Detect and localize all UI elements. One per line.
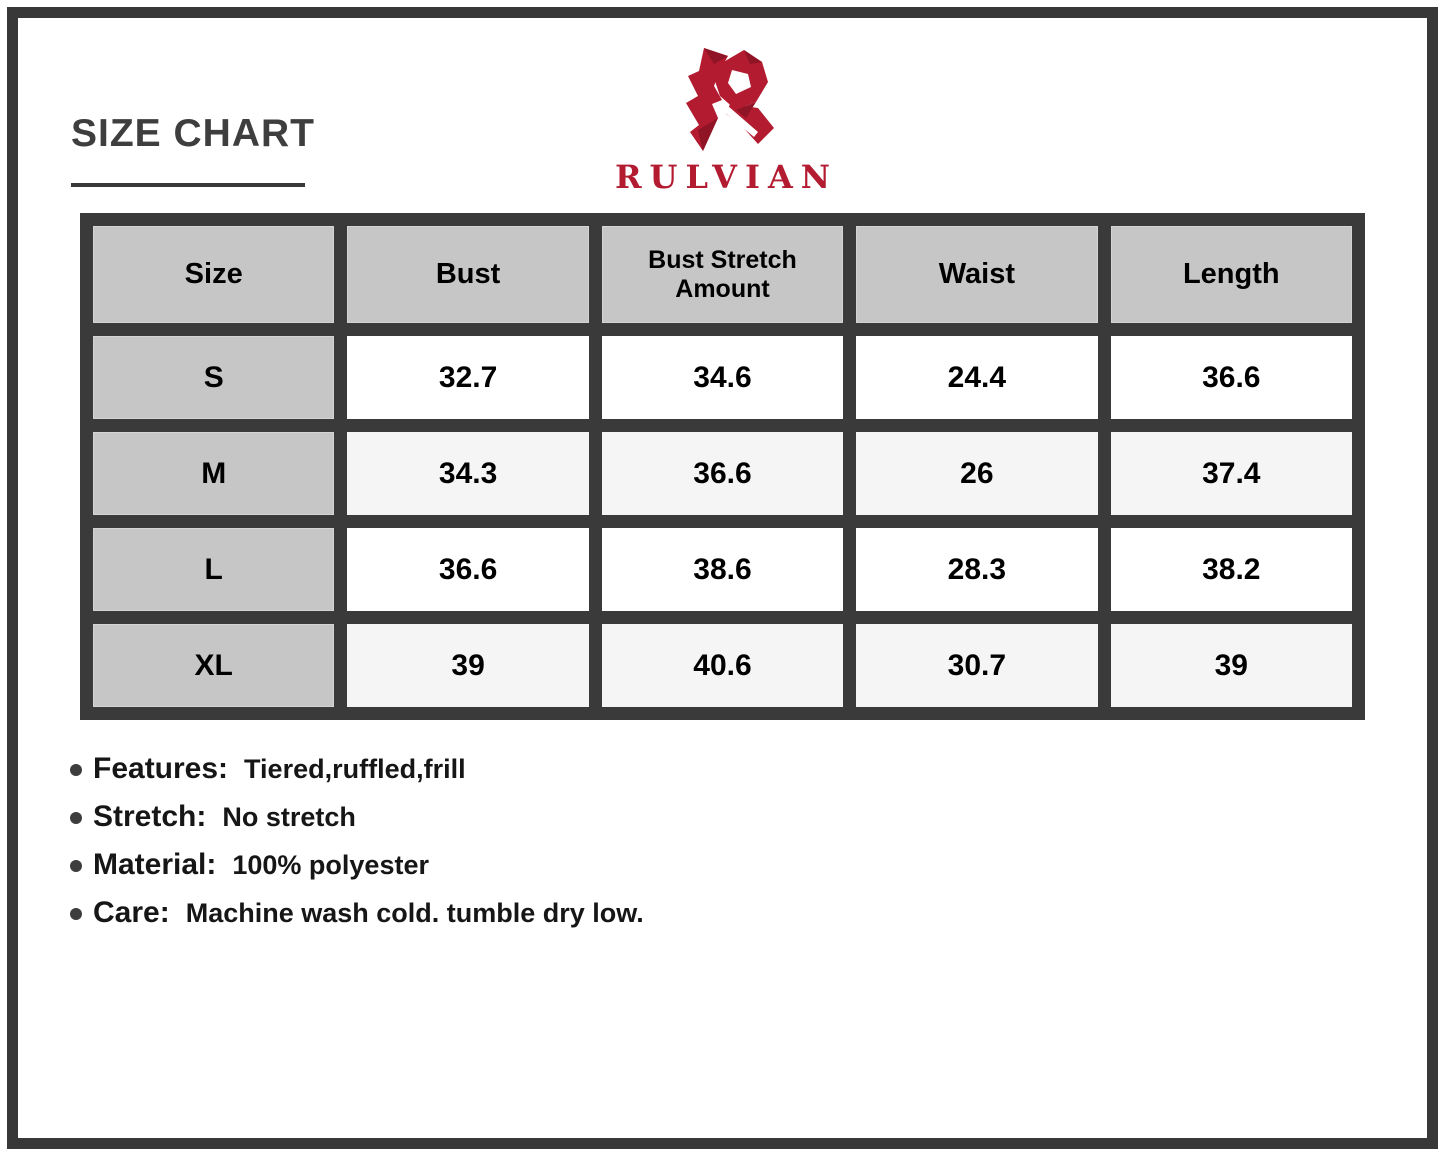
size-cell: M bbox=[93, 432, 335, 515]
size-cell: L bbox=[93, 528, 335, 611]
detail-label: Features: bbox=[93, 752, 229, 785]
bullet-icon bbox=[70, 812, 82, 824]
measurement-cell: 36.6 bbox=[1110, 336, 1352, 419]
column-header-bust-stretch-amount: Bust Stretch Amount bbox=[601, 226, 844, 323]
bullet-icon bbox=[70, 764, 82, 776]
measurement-cell: 30.7 bbox=[856, 624, 1098, 707]
column-header-length: Length bbox=[1110, 226, 1352, 323]
detail-label: Stretch: bbox=[93, 800, 207, 833]
measurement-cell: 38.6 bbox=[601, 528, 844, 611]
detail-material: Material: 100% polyester bbox=[70, 848, 644, 884]
detail-value: 100% polyester bbox=[232, 850, 429, 880]
measurement-cell: 32.7 bbox=[347, 336, 589, 419]
product-details-list: Features: Tiered,ruffled,frill Stretch: … bbox=[70, 752, 644, 944]
bullet-icon bbox=[70, 908, 82, 920]
column-header-size: Size bbox=[93, 226, 335, 323]
size-cell: XL bbox=[93, 624, 335, 707]
detail-value: No stretch bbox=[222, 802, 356, 832]
table-row-xl: XL 39 40.6 30.7 39 bbox=[93, 624, 1352, 707]
column-header-waist: Waist bbox=[856, 226, 1098, 323]
table-row-m: M 34.3 36.6 26 37.4 bbox=[93, 432, 1352, 515]
measurement-cell: 36.6 bbox=[601, 432, 844, 515]
detail-care: Care: Machine wash cold. tumble dry low. bbox=[70, 896, 644, 932]
header-row: Size Bust Bust Stretch Amount Waist Leng… bbox=[93, 226, 1352, 323]
column-header-bust: Bust bbox=[347, 226, 589, 323]
detail-value: Tiered,ruffled,frill bbox=[244, 754, 466, 784]
measurement-cell: 38.2 bbox=[1110, 528, 1352, 611]
measurement-cell: 40.6 bbox=[601, 624, 844, 707]
measurement-cell: 26 bbox=[856, 432, 1098, 515]
measurement-cell: 28.3 bbox=[856, 528, 1098, 611]
measurement-cell: 39 bbox=[347, 624, 589, 707]
measurement-cell: 34.3 bbox=[347, 432, 589, 515]
detail-value: Machine wash cold. tumble dry low. bbox=[185, 898, 644, 928]
size-cell: S bbox=[93, 336, 335, 419]
detail-label: Care: bbox=[93, 896, 170, 929]
detail-features: Features: Tiered,ruffled,frill bbox=[70, 752, 644, 788]
detail-stretch: Stretch: No stretch bbox=[70, 800, 644, 836]
measurement-cell: 34.6 bbox=[601, 336, 844, 419]
size-table: Size Bust Bust Stretch Amount Waist Leng… bbox=[80, 213, 1365, 720]
measurement-cell: 36.6 bbox=[347, 528, 589, 611]
table-row-s: S 32.7 34.6 24.4 36.6 bbox=[93, 336, 1352, 419]
title-underline bbox=[71, 183, 305, 187]
detail-label: Material: bbox=[93, 848, 217, 881]
measurement-cell: 24.4 bbox=[856, 336, 1098, 419]
table-row-l: L 36.6 38.6 28.3 38.2 bbox=[93, 528, 1352, 611]
measurement-cell: 37.4 bbox=[1110, 432, 1352, 515]
rulvian-r-logo-icon bbox=[685, 48, 774, 151]
measurement-cell: 39 bbox=[1110, 624, 1352, 707]
bullet-icon bbox=[70, 860, 82, 872]
brand-logo: RULVIAN bbox=[0, 46, 1445, 196]
page-title: SIZE CHART bbox=[71, 112, 315, 155]
brand-wordmark: RULVIAN bbox=[614, 158, 839, 196]
